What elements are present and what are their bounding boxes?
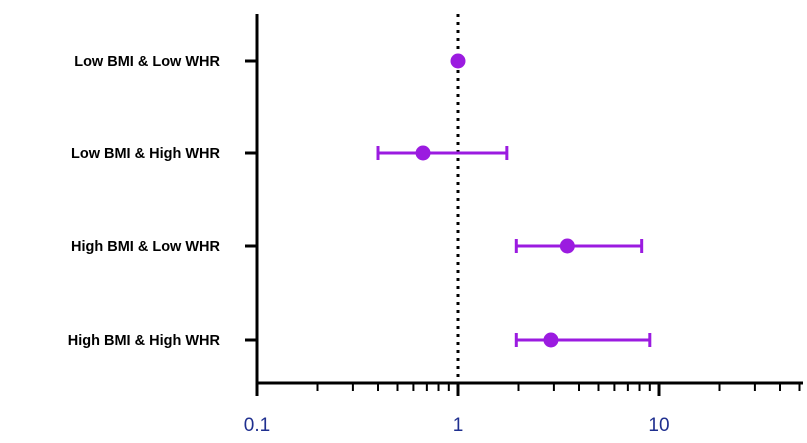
estimate-point	[543, 332, 559, 348]
estimate-point	[559, 238, 575, 254]
data-marks	[376, 53, 652, 348]
category-label: High BMI & High WHR	[68, 333, 221, 349]
x-tick-label: 1	[453, 415, 464, 436]
category-labels: Low BMI & Low WHR Low BMI & High WHR High …	[68, 54, 221, 349]
category-label: Low BMI & Low WHR	[74, 54, 220, 70]
category-label: Low BMI & High WHR	[71, 146, 221, 162]
estimate-point	[415, 145, 431, 161]
x-tick-label: 0.1	[244, 415, 270, 436]
axes	[245, 14, 803, 385]
x-axis-ticks	[255, 383, 801, 396]
category-label: High BMI & Low WHR	[71, 239, 221, 255]
x-tick-label: 10	[648, 415, 669, 436]
x-axis-tick-labels: 0.1 1 10	[244, 415, 670, 436]
estimate-point	[450, 53, 466, 69]
